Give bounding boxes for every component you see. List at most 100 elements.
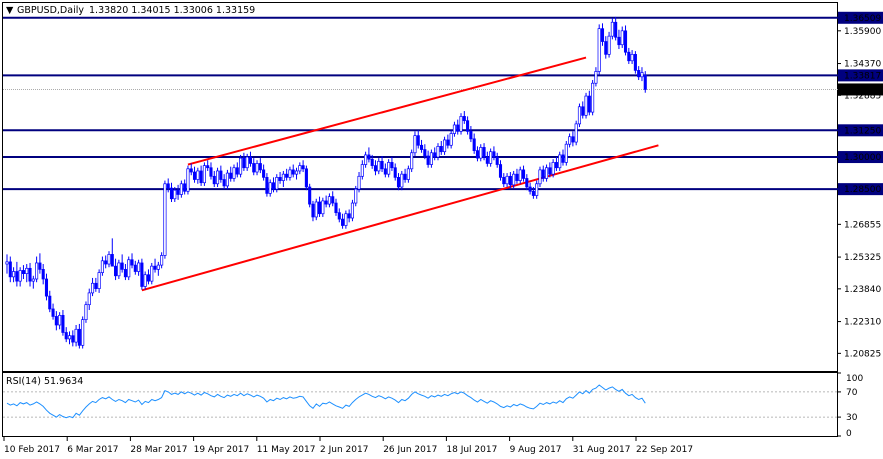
candle-body-bull: [610, 21, 614, 37]
candle-body-bull: [538, 169, 542, 185]
candle-body-bull: [5, 261, 9, 265]
time-tick-label: 31 Aug 2017: [573, 445, 631, 455]
candle: [594, 67, 598, 87]
candle: [436, 143, 440, 161]
rsi-plot-area: [3, 384, 837, 419]
candle-body-bear: [64, 332, 68, 340]
rsi-tick-label: 70: [846, 388, 858, 398]
candle: [54, 311, 58, 331]
candle-body-bull: [163, 183, 167, 256]
candle-body-bear: [324, 200, 328, 205]
candle-body-bull: [479, 147, 483, 159]
candle-body-bear: [153, 265, 157, 270]
candle-body-bear: [71, 335, 75, 343]
time-tick-label: 18 Jul 2017: [446, 445, 497, 455]
candle-body-bull: [25, 267, 29, 275]
candle: [94, 277, 98, 292]
candle-body-bear: [462, 116, 466, 122]
candle: [475, 146, 480, 162]
candle-body-bull: [630, 53, 634, 62]
candle-body-bear: [123, 269, 127, 278]
candle: [229, 166, 233, 182]
candle: [308, 183, 312, 208]
candle-body-bear: [8, 261, 12, 278]
candle: [114, 258, 118, 281]
candle-body-bull: [406, 168, 410, 180]
candle: [153, 258, 157, 273]
price-tick-label: 1.34370: [844, 60, 881, 70]
symbol-label: GBPUSD,Daily: [17, 5, 84, 16]
candle: [581, 101, 585, 119]
candle-body-bear: [528, 186, 532, 192]
price-tick-label: 1.22310: [844, 318, 881, 328]
candle: [508, 172, 512, 189]
candle: [15, 261, 19, 287]
candle-body-bull: [186, 168, 190, 192]
candle-body-bull: [512, 173, 516, 186]
candle: [538, 166, 542, 187]
candle-body-bull: [225, 172, 229, 187]
candle: [25, 264, 29, 283]
candle: [258, 158, 262, 174]
candle-body-bear: [341, 218, 345, 226]
candle-body-bull: [239, 157, 243, 175]
candle: [97, 269, 101, 293]
candle-body-bull: [584, 95, 588, 116]
candle: [255, 160, 259, 176]
candle: [396, 173, 401, 191]
candle-body-bull: [18, 270, 22, 282]
candle: [577, 103, 582, 128]
candle: [271, 177, 276, 193]
candle: [239, 154, 243, 178]
candle-body-bear: [515, 173, 519, 181]
candle-body-bear: [219, 170, 223, 180]
candle-body-bear: [271, 182, 276, 190]
candle: [104, 255, 108, 269]
candle: [130, 253, 134, 269]
level-price-tag: [838, 11, 883, 24]
candle-body-bear: [623, 30, 628, 53]
candle: [127, 256, 131, 281]
collapse-triangle-icon[interactable]: ▼: [6, 5, 14, 16]
time-tick-label: 26 Jun 2017: [383, 445, 437, 455]
candle: [67, 331, 72, 345]
candle: [117, 259, 121, 279]
candle: [416, 130, 420, 149]
candle-body-bull: [87, 292, 91, 306]
candle: [176, 184, 180, 200]
candle: [51, 303, 55, 320]
candle-body-bull: [350, 202, 355, 219]
candle-body-bear: [633, 53, 637, 71]
candle: [492, 146, 496, 161]
time-tick-label: 2 Jun 2017: [320, 445, 368, 455]
candle-body-bear: [466, 120, 470, 132]
candle-body-bull: [564, 143, 568, 163]
candle: [433, 147, 437, 161]
candle-body-bull: [410, 152, 414, 170]
candle-body-bull: [137, 262, 141, 272]
candle: [311, 200, 315, 222]
candle-body-bear: [114, 265, 118, 277]
level-price-tag-label: 1.36509: [844, 14, 881, 24]
price-tick-label: 1.23840: [844, 285, 881, 295]
candle-body-bear: [133, 264, 137, 272]
candle: [551, 159, 555, 178]
candle: [604, 36, 608, 59]
rsi-tick-label: 30: [846, 413, 858, 423]
candle: [600, 23, 605, 46]
candle-body-bear: [367, 154, 371, 160]
candle: [347, 209, 351, 223]
candle-body-bear: [41, 269, 45, 280]
candle: [173, 187, 177, 202]
candle-body-bull: [275, 177, 279, 190]
candle: [413, 131, 417, 156]
candle-body-bear: [61, 315, 65, 333]
candle: [31, 275, 35, 289]
candle-body-bull: [574, 123, 578, 143]
candle: [380, 155, 384, 173]
candle: [84, 301, 88, 323]
candle: [449, 130, 453, 149]
candle-body-bear: [38, 262, 42, 270]
candle-body-bull: [288, 169, 292, 178]
candle: [337, 208, 341, 223]
